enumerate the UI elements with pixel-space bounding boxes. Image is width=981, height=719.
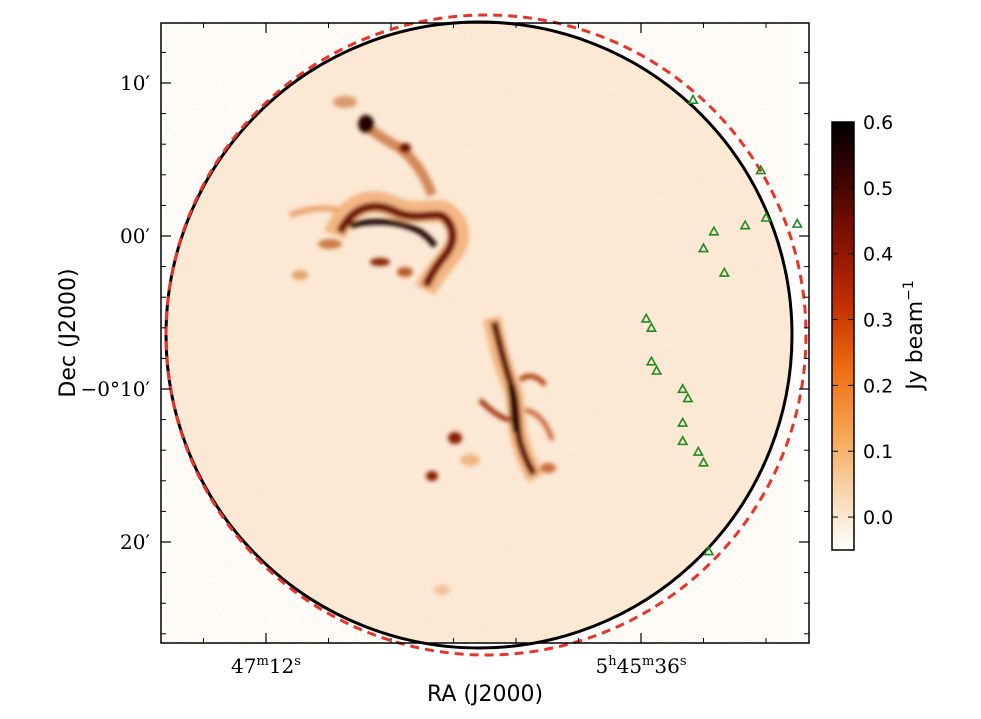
minor-ticks	[161, 23, 809, 643]
source-marker	[697, 242, 710, 253]
colorbar-tick-label: 0.5	[863, 178, 893, 200]
source-marker	[708, 225, 720, 236]
colorbar-tick-label: 0.4	[863, 244, 893, 266]
colorbar-gradient	[831, 121, 855, 551]
source-marker	[791, 217, 803, 228]
colorbar-label: Jy beam−1	[901, 280, 928, 392]
field-circle-dashed	[164, 13, 808, 657]
map-noise	[166, 23, 792, 643]
source-marker	[682, 392, 694, 403]
x-axis: 47m12s 5h45m36s RA (J2000)	[231, 23, 687, 707]
y-tick-label: −0°10′	[81, 377, 151, 401]
source-marker	[677, 416, 689, 427]
source-marker	[718, 266, 730, 277]
emission-map	[166, 23, 792, 643]
source-marker	[677, 435, 689, 446]
source-marker	[677, 383, 689, 394]
y-tick-label: 20′	[120, 530, 150, 554]
source-marker	[645, 355, 657, 366]
colorbar-tick-label: 0.6	[863, 112, 893, 134]
source-marker	[697, 456, 710, 467]
axes-frame	[160, 22, 810, 644]
x-axis-label: RA (J2000)	[427, 682, 543, 707]
source-marker	[760, 211, 772, 222]
colorbar-ticks: 0.6 0.5 0.4 0.3 0.2 0.1 0.0	[832, 112, 893, 529]
source-marker	[692, 445, 704, 456]
colorbar-tick-label: 0.0	[863, 507, 893, 529]
source-marker	[651, 364, 663, 375]
source-markers	[640, 44, 936, 556]
colorbar: 0.6 0.5 0.4 0.3 0.2 0.1 0.0 Jy beam−1	[831, 112, 928, 551]
source-marker	[645, 321, 657, 332]
x-tick-label: 47m12s	[231, 654, 301, 678]
source-marker	[755, 164, 767, 175]
source-marker	[739, 219, 751, 230]
y-axis: 10′ 00′ −0°10′ 20′ Dec (J2000)	[56, 71, 809, 554]
source-marker	[928, 44, 936, 52]
source-marker	[687, 93, 699, 104]
colorbar-tick-label: 0.3	[863, 310, 893, 332]
colorbar-tick-label: 0.1	[863, 441, 893, 463]
y-tick-label: 00′	[120, 224, 150, 248]
y-tick-label: 10′	[120, 71, 150, 95]
field-circle-solid	[164, 20, 794, 650]
source-marker	[703, 545, 715, 556]
x-tick-label: 5h45m36s	[595, 654, 686, 678]
colorbar-tick-label: 0.2	[863, 375, 893, 397]
source-marker	[640, 312, 652, 323]
emission-structures	[289, 96, 556, 595]
y-axis-label: Dec (J2000)	[56, 268, 81, 397]
